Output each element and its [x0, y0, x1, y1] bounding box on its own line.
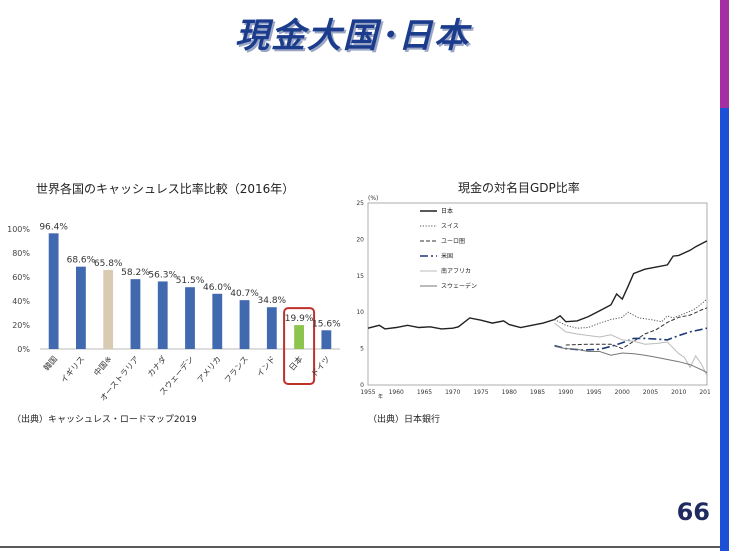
data-label: 96.4% — [39, 222, 68, 232]
x-tick-label: 中国※ — [91, 354, 113, 378]
series-line — [554, 322, 708, 376]
x-tick-label: 2005 — [643, 389, 658, 396]
x-tick-label: 1995 — [586, 389, 601, 396]
x-tick-label: 1955 — [360, 389, 375, 396]
bar — [266, 307, 277, 349]
cashless-bar-chart: 0% 20% 40% 60% 80% 100% 96.4% 韓国 68.6% イギリス 65.8% 中… — [7, 222, 341, 403]
data-label: 15.6% — [312, 319, 341, 329]
bar — [294, 325, 304, 349]
accent-bar-purple — [720, 0, 729, 108]
data-label: 65.8% — [94, 259, 123, 269]
bar — [239, 300, 250, 349]
slide-title: 現金大国･日本 — [235, 16, 470, 56]
y-tick-label: 0% — [17, 345, 30, 354]
x-tick-label: 1965 — [417, 389, 432, 396]
data-label: 40.7% — [230, 289, 259, 299]
accent-bar-blue — [720, 108, 729, 551]
legend-label: スイス — [441, 223, 459, 230]
x-tick-label: 1980 — [502, 389, 517, 396]
x-tick-label: 1970 — [445, 389, 460, 396]
bar — [185, 287, 195, 349]
page-number: 66 — [676, 498, 710, 526]
line-chart-title: 現金の対名目GDP比率 — [458, 181, 580, 195]
line-chart-source: （出典）日本銀行 — [368, 415, 441, 425]
series-line — [554, 345, 708, 374]
y-tick-label: 15 — [356, 273, 364, 280]
bar — [157, 281, 168, 349]
x-tick-label: イギリス — [59, 355, 86, 385]
legend-label: 日本 — [441, 207, 453, 215]
highlight-box — [283, 307, 316, 385]
bar-chart-source: （出典）キャッシュレス・ロードマップ2019 — [12, 415, 197, 425]
y-tick-label: 40% — [12, 297, 30, 306]
y-tick-label: 25 — [356, 200, 364, 207]
bar — [48, 233, 59, 349]
bar-chart-title: 世界各国のキャッシュレス比率比較（2016年） — [36, 182, 295, 196]
y-axis-unit: (%) — [368, 195, 378, 202]
x-tick-label: 2015 — [699, 389, 710, 396]
x-tick-label: 1960 — [389, 389, 404, 396]
x-tick-label: 2010 — [671, 389, 686, 396]
x-tick-label: 1990 — [558, 389, 573, 396]
bar — [103, 270, 114, 349]
y-tick-label: 100% — [7, 225, 30, 234]
x-tick-label: アメリカ — [196, 355, 223, 385]
legend-label: スウェーデン — [441, 282, 477, 290]
y-tick-label: 5 — [360, 346, 364, 353]
bar — [130, 279, 141, 349]
y-tick-label: 20 — [356, 236, 364, 243]
footer-divider — [0, 546, 720, 548]
y-tick-label: 20% — [12, 321, 30, 330]
legend-label: ユーロ圏 — [441, 238, 465, 245]
x-axis-unit: 年 — [378, 393, 383, 400]
series-line — [367, 240, 708, 330]
data-label: 51.5% — [176, 276, 205, 286]
bar — [321, 330, 332, 349]
y-tick-label: 0 — [360, 382, 364, 389]
series-line — [565, 307, 708, 350]
y-tick-label: 10 — [356, 309, 364, 316]
y-tick-label: 80% — [12, 249, 30, 258]
x-tick-label: 韓国 — [41, 354, 59, 373]
bar — [212, 293, 223, 349]
cash-gdp-line-chart: (%) 0 5 10 15 20 25 1955 1960 1965 1970 1975 1980 198… — [356, 195, 710, 400]
data-label: 46.0% — [203, 283, 232, 293]
series-line — [554, 327, 708, 351]
data-label: 56.3% — [148, 270, 177, 280]
data-label: 19.9% — [285, 314, 314, 324]
series-line — [554, 298, 708, 329]
data-label: 34.8% — [258, 296, 287, 306]
data-label: 58.2% — [121, 268, 150, 278]
y-tick-label: 60% — [12, 273, 30, 282]
x-tick-label: 2000 — [615, 389, 630, 396]
x-tick-label: インド — [255, 355, 277, 379]
x-tick-label: ドイツ — [310, 355, 332, 379]
x-tick-label: 1985 — [530, 389, 545, 396]
plot-frame — [367, 202, 708, 386]
x-tick-label: 1975 — [473, 389, 488, 396]
x-tick-label: フランス — [223, 355, 250, 385]
bar — [76, 266, 86, 349]
legend-label: 南アフリカ — [441, 267, 471, 275]
legend-label: 米国 — [441, 252, 453, 260]
x-tick-label: カナダ — [145, 354, 168, 379]
data-label: 68.6% — [67, 256, 96, 266]
x-tick-label: 日本 — [287, 354, 305, 373]
